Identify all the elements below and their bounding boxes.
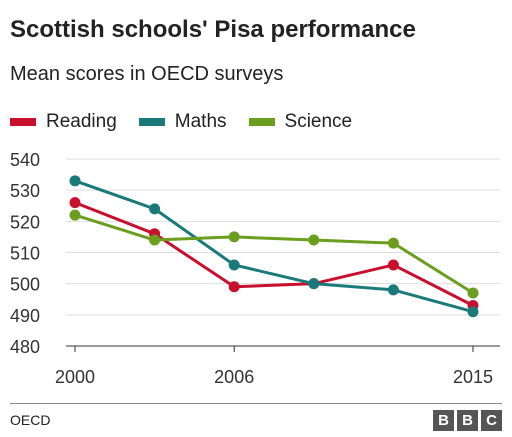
x-tick-label-2015: 2015 [453,367,493,387]
bbc-logo-letter-3: C [481,410,502,431]
series-point-maths-2003 [149,203,161,215]
legend-swatch-maths [138,118,165,126]
source-label: OECD [10,412,51,428]
bbc-logo: B B C [430,410,502,431]
y-tick-label-490: 490 [10,306,40,326]
series-point-maths-2000 [69,175,81,187]
legend-item-science: Science [248,111,353,133]
series-point-science-2003 [149,234,161,246]
legend: Reading Maths Science [10,111,374,133]
y-tick-label-540: 540 [10,150,40,170]
footer-divider [10,403,502,404]
series-point-maths-2015 [467,306,479,318]
legend-item-maths: Maths [138,111,227,133]
series-point-science-2009 [308,234,320,246]
legend-item-reading: Reading [10,111,117,133]
legend-label-science: Science [284,111,353,132]
series-point-reading-2012 [387,259,399,271]
series-line-science [74,213,474,295]
series-point-maths-2012 [387,284,399,296]
x-tick-label-2000: 2000 [55,367,95,387]
series-point-maths-2006 [228,259,240,271]
series-point-science-2012 [387,237,399,249]
legend-label-reading: Reading [46,111,117,132]
series-point-reading-2000 [69,197,81,209]
series-point-science-2000 [69,209,81,221]
y-tick-label-500: 500 [10,275,40,295]
legend-swatch-reading [10,118,36,126]
legend-label-maths: Maths [174,111,227,132]
chart-subtitle: Mean scores in OECD surveys [10,63,284,85]
series-point-science-2006 [228,231,240,243]
series-point-maths-2009 [308,278,320,290]
series-point-reading-2006 [228,281,240,293]
x-tick-label-2006: 2006 [214,367,254,387]
legend-swatch-science [248,118,275,126]
series-point-science-2015 [467,287,479,299]
y-tick-label-530: 530 [10,181,40,201]
series-line-maths [74,179,474,314]
y-tick-label-520: 520 [10,212,40,232]
bbc-logo-letter-1: B [433,410,454,431]
bbc-logo-letter-2: B [457,410,478,431]
series-line-reading [74,201,474,307]
chart-title: Scottish schools' Pisa performance [10,16,416,43]
y-tick-label-510: 510 [10,244,40,264]
line-chart: 540 530 520 510 500 490 480 2000 2006 2015 [10,150,500,387]
y-tick-label-480: 480 [10,337,40,357]
